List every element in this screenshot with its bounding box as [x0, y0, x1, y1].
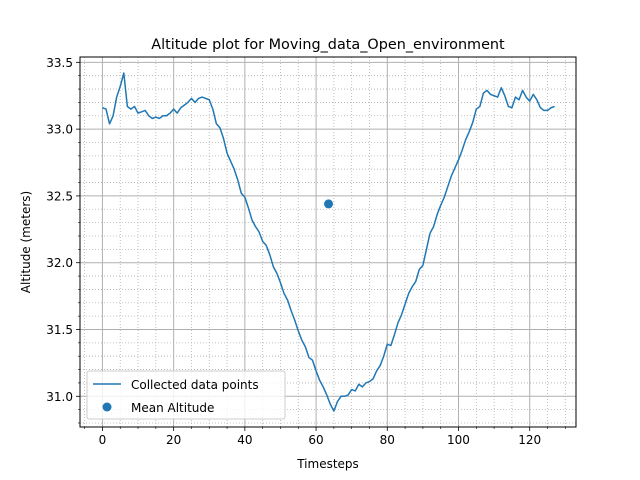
y-tick-label: 31.5 [46, 323, 73, 337]
series-layer [102, 72, 555, 412]
chart-title: Altitude plot for Moving_data_Open_envir… [151, 37, 505, 53]
legend: Collected data points Mean Altitude [86, 370, 286, 420]
legend-label-collected: Collected data points [131, 378, 259, 392]
mean-altitude-point [324, 199, 334, 209]
x-tick-label: 80 [380, 433, 395, 447]
y-tick-label: 32.5 [46, 189, 73, 203]
x-tick-label: 120 [518, 433, 541, 447]
ticks-layer: 0 20 40 60 80 100 120 31.0 31.5 32.0 32.5 33.0 33.5 [46, 56, 566, 447]
legend-box [86, 370, 286, 420]
y-tick-label: 33.0 [46, 123, 73, 137]
x-tick-label: 40 [237, 433, 252, 447]
plot-frame [79, 56, 577, 428]
legend-dot-swatch [102, 402, 112, 412]
collected-data-line [102, 72, 555, 412]
x-axis-title: Timesteps [296, 457, 359, 471]
x-tick-label: 0 [99, 433, 107, 447]
x-tick-label: 20 [166, 433, 181, 447]
y-tick-label: 33.5 [46, 56, 73, 70]
x-tick-label: 60 [308, 433, 323, 447]
y-axis-title: Altitude (meters) [19, 191, 33, 293]
legend-label-mean: Mean Altitude [131, 401, 214, 415]
x-tick-label: 100 [447, 433, 470, 447]
y-tick-label: 31.0 [46, 390, 73, 404]
y-tick-label: 32.0 [46, 256, 73, 270]
